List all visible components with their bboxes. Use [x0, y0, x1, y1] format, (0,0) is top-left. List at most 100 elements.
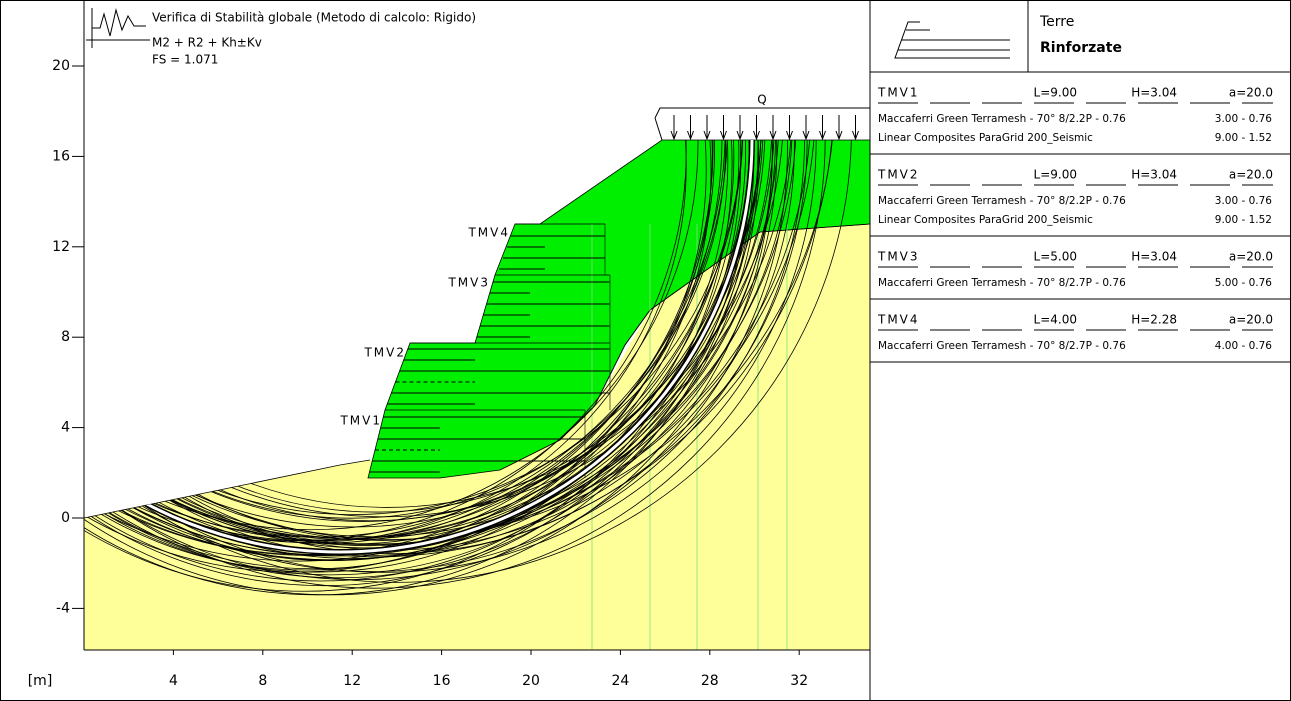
slip-circle — [84, 140, 776, 541]
slip-circle — [84, 140, 784, 508]
panel: TMV1 L=9.00 H=3.04 a=20.0 Maccaferri Green T… — [870, 86, 1291, 363]
row-l: L=9.00 — [1034, 86, 1077, 100]
arrow-head — [819, 130, 826, 141]
arrow-head — [753, 130, 760, 141]
arrow-head — [736, 130, 744, 141]
slip-circle — [84, 140, 726, 538]
row-a: a=20.0 — [1229, 86, 1273, 100]
x-tick-label: 12 — [343, 673, 361, 689]
x-tick-label: 24 — [611, 673, 629, 689]
slip-circle — [84, 140, 699, 531]
slip-circle — [84, 140, 793, 518]
slip-circle — [84, 140, 707, 571]
slip-circle — [84, 140, 836, 540]
panel-title: Terre — [1039, 14, 1074, 30]
subtitle: M2 + R2 + Kh±Kv — [152, 36, 262, 50]
slip-circle — [84, 140, 743, 516]
x-tick-label: 32 — [790, 673, 808, 689]
load-arrows — [670, 115, 859, 141]
slip-circle — [84, 140, 852, 583]
y-tick-label: -4 — [56, 600, 70, 616]
y-tick-label: 16 — [52, 148, 70, 164]
slip-circle — [84, 140, 729, 573]
unit: [m] — [28, 673, 53, 689]
slip-circle — [84, 140, 816, 545]
slip-circle — [84, 140, 817, 573]
arrow-head — [703, 130, 711, 141]
material-name: Maccaferri Green Terramesh - 70° 8/2.7P … — [878, 277, 1126, 289]
y-tick-label: 4 — [61, 420, 70, 436]
subtitle: FS = 1.071 — [152, 53, 218, 67]
slip-circle — [84, 140, 728, 542]
critical-circle — [84, 140, 754, 554]
x-tick-label: 8 — [258, 673, 267, 689]
row-l: L=9.00 — [1034, 168, 1077, 182]
material-name: Maccaferri Green Terramesh - 70° 8/2.2P … — [878, 195, 1126, 207]
x-tick-label: 28 — [701, 673, 719, 689]
material-value: 9.00 - 1.52 — [1215, 132, 1272, 144]
row-a: a=20.0 — [1229, 313, 1273, 327]
row-l: L=5.00 — [1034, 250, 1077, 264]
load-box — [654, 107, 870, 119]
slip-circle — [84, 140, 726, 519]
arrow-head — [835, 130, 843, 141]
slip-circle — [84, 140, 742, 582]
material-value: 9.00 - 1.52 — [1215, 214, 1272, 226]
row-l: L=4.00 — [1034, 313, 1077, 327]
row-h: H=3.04 — [1131, 250, 1177, 264]
icon — [92, 8, 146, 37]
panel-title: Rinforzate — [1040, 40, 1122, 56]
slip-circle — [84, 140, 733, 592]
block-label: TMV1 — [339, 414, 382, 428]
slip-circle — [84, 140, 762, 513]
material-value: 5.00 - 0.76 — [1215, 277, 1273, 289]
material-name: Linear Composites ParaGrid 200_Seismic — [878, 132, 1093, 144]
slip-circle — [84, 140, 778, 556]
slip-circle — [84, 140, 723, 562]
slip-circle — [84, 140, 812, 547]
row-a: a=20.0 — [1229, 250, 1273, 264]
arrow-head — [802, 130, 810, 141]
y-tick-label: 8 — [61, 329, 70, 345]
y-tick-label: 12 — [52, 239, 70, 255]
slip-circle — [84, 140, 762, 522]
slip-circle — [84, 140, 744, 541]
row-h: H=2.28 — [1131, 313, 1177, 327]
material-name: Maccaferri Green Terramesh - 70° 8/2.7P … — [878, 340, 1126, 352]
row-a: a=20.0 — [1229, 168, 1273, 182]
row-name: TMV4 — [877, 313, 920, 327]
row-h: H=3.04 — [1131, 86, 1177, 100]
slip-circle — [84, 140, 776, 549]
material-value: 3.00 - 0.76 — [1215, 113, 1273, 125]
slip-circle — [84, 140, 805, 572]
row-h: H=3.04 — [1131, 168, 1177, 182]
logo — [894, 21, 1010, 59]
slip-circle — [84, 140, 740, 561]
row-name: TMV2 — [877, 168, 920, 182]
slip-circle — [84, 140, 764, 539]
material-name: Linear Composites ParaGrid 200_Seismic — [878, 214, 1093, 226]
block-label: TMV4 — [467, 226, 510, 240]
arrow-head — [720, 130, 727, 141]
slip-circle — [84, 140, 712, 570]
arrow-head — [786, 130, 793, 141]
load-label: Q — [757, 93, 766, 107]
x-tick-label: 16 — [433, 673, 451, 689]
slip-circle — [84, 140, 773, 557]
material-value: 4.00 - 0.76 — [1215, 340, 1273, 352]
material-value: 3.00 - 0.76 — [1215, 195, 1273, 207]
slip-circle — [84, 140, 835, 558]
slip-circle — [84, 140, 808, 554]
slip-circle — [84, 140, 762, 528]
slip-circle — [84, 140, 760, 579]
block-label: TMV2 — [363, 346, 406, 360]
slip-surfaces — [84, 140, 852, 596]
slip-circle — [84, 140, 780, 561]
x-tick-label: 20 — [522, 673, 540, 689]
row-name: TMV3 — [877, 250, 920, 264]
material-name: Maccaferri Green Terramesh - 70° 8/2.2P … — [878, 113, 1126, 125]
slip-circle — [84, 140, 759, 576]
y-tick-label: 20 — [52, 58, 70, 74]
